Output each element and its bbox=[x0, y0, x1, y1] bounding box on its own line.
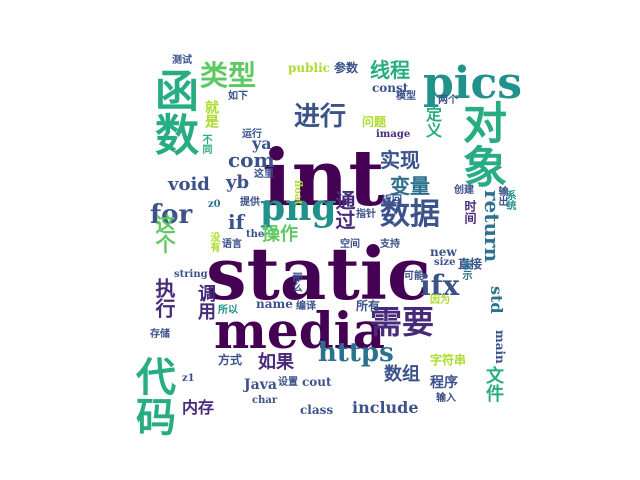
word-2: static bbox=[206, 231, 431, 316]
word-64: new bbox=[430, 245, 457, 259]
word-39: const bbox=[372, 81, 409, 95]
word-62: 空间 bbox=[340, 239, 360, 250]
word-53: float bbox=[292, 180, 303, 206]
word-82: 设置 bbox=[278, 377, 298, 388]
word-54: 这里 bbox=[254, 169, 274, 180]
word-18: return bbox=[480, 190, 504, 263]
word-29: 文件 bbox=[483, 366, 504, 402]
word-44: 运行 bbox=[242, 129, 262, 140]
word-13: https bbox=[318, 338, 394, 368]
word-81: Java bbox=[244, 377, 277, 393]
word-26: 数组 bbox=[384, 364, 420, 385]
word-83: cout bbox=[302, 375, 332, 389]
word-61: 返回 bbox=[382, 195, 402, 206]
word-15: ifx bbox=[420, 269, 460, 302]
word-59: 语言 bbox=[222, 239, 242, 250]
word-43: 如下 bbox=[228, 91, 248, 102]
word-63: 支持 bbox=[380, 239, 400, 250]
word-67: 表示 bbox=[460, 260, 471, 280]
word-40: 测试 bbox=[172, 55, 192, 66]
word-5: 函数 bbox=[147, 68, 198, 156]
word-79: 字符串 bbox=[430, 353, 467, 367]
word-19: 线程 bbox=[370, 58, 410, 82]
word-60: 指针 bbox=[356, 209, 376, 220]
word-32: 操作 bbox=[262, 224, 298, 245]
word-34: 调用 bbox=[195, 284, 216, 320]
word-49: 创建 bbox=[454, 185, 474, 196]
word-20: 实现 bbox=[380, 148, 420, 172]
word-22: 通过 bbox=[332, 190, 356, 230]
word-8: 需要 bbox=[370, 303, 435, 341]
word-74: 所有 bbox=[356, 299, 381, 313]
word-52: 系统 bbox=[504, 190, 515, 210]
word-80: z1 bbox=[182, 373, 195, 384]
word-25: 如果 bbox=[258, 352, 294, 373]
word-50: 时间 bbox=[463, 200, 477, 224]
word-47: 模型 bbox=[396, 91, 416, 102]
word-11: 进行 bbox=[294, 102, 347, 132]
word-7: 数据 bbox=[380, 197, 440, 232]
word-38: 参数 bbox=[334, 61, 359, 75]
word-35: 定义 bbox=[423, 106, 442, 138]
word-10: 类型 bbox=[200, 59, 257, 92]
word-86: class bbox=[300, 403, 334, 417]
word-76: 存储 bbox=[150, 329, 170, 340]
word-85: char bbox=[252, 395, 278, 406]
word-42: 不同 bbox=[200, 134, 211, 154]
word-6: 对象 bbox=[455, 100, 506, 188]
word-30: yb bbox=[226, 172, 250, 193]
word-56: the bbox=[246, 229, 265, 240]
word-9: 代码 bbox=[129, 356, 176, 436]
word-68: 可能 bbox=[404, 271, 424, 282]
word-17: com bbox=[228, 148, 275, 172]
word-1: int bbox=[262, 133, 385, 224]
word-31: ya bbox=[252, 134, 272, 153]
word-77: 方式 bbox=[218, 353, 243, 367]
word-36: if bbox=[228, 210, 245, 234]
word-12: png bbox=[260, 187, 337, 229]
word-84: 程序 bbox=[430, 375, 458, 391]
word-78: main bbox=[493, 330, 507, 364]
word-14: for bbox=[150, 200, 193, 230]
word-24: 这个 bbox=[152, 214, 176, 254]
word-73: 编译 bbox=[296, 301, 316, 312]
word-87: 输入 bbox=[436, 393, 456, 404]
word-45: 问题 bbox=[362, 115, 387, 129]
word-51: 输出 bbox=[496, 186, 507, 206]
word-41: 就是 bbox=[203, 100, 219, 128]
word-27: include bbox=[352, 398, 419, 417]
word-33: std bbox=[487, 286, 506, 314]
word-4: pics bbox=[423, 58, 523, 109]
word-58: 没有 bbox=[208, 232, 219, 252]
word-70: 那么 bbox=[290, 272, 301, 292]
word-16: void bbox=[168, 174, 210, 195]
word-23: 执行 bbox=[152, 278, 176, 318]
word-66: 直接 bbox=[458, 257, 483, 271]
word-71: 所以 bbox=[218, 305, 238, 316]
word-57: z0 bbox=[208, 199, 221, 210]
word-75: 因为 bbox=[430, 295, 450, 306]
word-46: image bbox=[376, 129, 411, 140]
word-28: 内存 bbox=[182, 398, 215, 417]
word-48: 两个 bbox=[438, 95, 458, 106]
word-65: size bbox=[434, 257, 456, 268]
word-69: string bbox=[174, 269, 208, 280]
word-3: media bbox=[214, 301, 386, 360]
word-21: 变量 bbox=[390, 174, 430, 198]
word-72: name bbox=[256, 297, 293, 311]
word-37: public bbox=[288, 61, 330, 75]
word-55: 提供 bbox=[240, 197, 260, 208]
